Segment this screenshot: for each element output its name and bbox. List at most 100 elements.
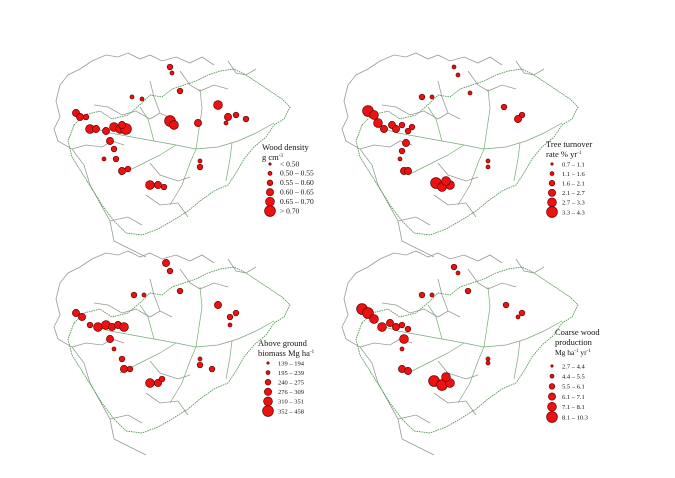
- plot-site-marker: [223, 120, 229, 126]
- plot-site-marker: [176, 87, 184, 95]
- plot-site-marker: [126, 365, 134, 373]
- plot-site-marker: [429, 94, 435, 100]
- legend-symbol: [266, 179, 274, 186]
- plot-site-marker: [196, 361, 204, 369]
- plot-site-marker: [402, 139, 410, 147]
- plot-site-marker: [106, 137, 114, 145]
- legend-class-label: > 0.70: [280, 206, 299, 215]
- plot-site-marker: [441, 372, 451, 382]
- plot-site-marker: [129, 94, 135, 100]
- plot-site-marker: [110, 145, 118, 153]
- legend-class-label: 7.1 – 8.1: [562, 404, 585, 411]
- plot-site-marker: [485, 164, 491, 170]
- legend-title-line1: Wood density: [262, 142, 310, 152]
- plot-site-marker: [500, 103, 508, 111]
- plot-site-marker: [76, 113, 84, 121]
- plot-site-marker: [227, 322, 233, 328]
- plot-site-marker: [111, 346, 117, 352]
- plot-site-marker: [106, 335, 114, 343]
- plot-site-marker: [82, 113, 90, 121]
- legend-class-label: 8.1 – 10.3: [562, 414, 588, 421]
- legend-symbol: [549, 373, 555, 379]
- plot-site-marker: [441, 176, 451, 186]
- plot-site-marker: [214, 301, 222, 309]
- plot-site-marker: [118, 355, 126, 363]
- amazon-basemap: [53, 250, 291, 456]
- legend-symbol: [266, 361, 270, 365]
- legend-symbol: [267, 171, 273, 176]
- legend-class-label: 0.60 – 0.65: [280, 188, 314, 197]
- plot-site-marker: [450, 263, 458, 271]
- plot-site-marker: [93, 322, 103, 332]
- legend-class-label: 310 – 351: [278, 399, 304, 406]
- plot-site-marker: [404, 167, 412, 175]
- plot-site-marker: [397, 156, 403, 162]
- legend-symbol: [548, 383, 556, 390]
- legend-class-label: 1.6 – 2.1: [562, 181, 585, 188]
- legend-title-line2: biomass Mg ha-1: [258, 348, 315, 358]
- map-panel-wood-density: [53, 52, 291, 258]
- legend-symbol: [550, 162, 554, 166]
- plot-site-marker: [72, 309, 80, 317]
- legend-wood-density: Wood density g cm-3 < 0.500.50 – 0.550.5…: [262, 142, 314, 217]
- plot-site-marker: [196, 163, 204, 171]
- plot-site-marker: [467, 90, 473, 96]
- plot-site-marker: [141, 292, 147, 298]
- plot-site-marker: [130, 291, 138, 299]
- legend-class-label: 2.1 – 2.7: [562, 190, 586, 197]
- legend-symbol: [266, 188, 274, 197]
- legend-class-label: 195 – 239: [278, 370, 304, 377]
- plot-site-marker: [404, 127, 412, 135]
- plot-site-marker: [166, 267, 174, 275]
- legend-title-line2: g cm-3: [262, 152, 283, 162]
- amazon-basemap: [341, 52, 579, 258]
- plot-site-marker: [485, 356, 491, 362]
- site-markers: [362, 64, 526, 192]
- plot-site-marker: [518, 309, 526, 317]
- legend-symbol: [265, 196, 275, 207]
- plot-site-marker: [399, 334, 409, 344]
- plot-site-marker: [398, 121, 406, 129]
- legend-class-label: 3.3 – 4.3: [562, 209, 585, 216]
- legend-symbol: [547, 197, 557, 208]
- plot-site-marker: [194, 119, 202, 127]
- legend-class-label: 352 – 458: [278, 408, 304, 415]
- plot-site-marker: [392, 323, 400, 331]
- site-markers: [356, 263, 526, 391]
- legend-symbol: [548, 188, 556, 197]
- plot-site-marker: [380, 125, 388, 133]
- legend-title-line1: Tree turnover: [546, 139, 592, 149]
- legend-symbol: [549, 171, 555, 176]
- plot-site-marker: [399, 346, 405, 352]
- plot-site-marker: [485, 158, 491, 164]
- amazon-basemap: [341, 250, 579, 456]
- plot-site-marker: [386, 319, 394, 327]
- amazon-basemap: [53, 52, 291, 258]
- plot-site-marker: [169, 70, 175, 76]
- plot-site-marker: [369, 314, 379, 324]
- plot-site-marker: [176, 287, 184, 295]
- legend-title-line1: Above ground: [258, 338, 308, 348]
- plot-site-marker: [166, 63, 174, 71]
- plot-site-marker: [120, 365, 128, 373]
- plot-site-marker: [418, 291, 426, 299]
- plot-site-marker: [145, 180, 155, 190]
- legend-class-label: 0.50 – 0.55: [280, 169, 314, 178]
- legend-class-label: 2.7 – 3.3: [562, 200, 585, 207]
- plot-site-marker: [455, 72, 461, 78]
- plot-site-marker: [398, 147, 406, 155]
- plot-site-marker: [78, 313, 86, 321]
- plot-site-marker: [160, 183, 168, 191]
- plot-site-marker: [86, 321, 94, 329]
- legend-class-label: < 0.50: [280, 159, 299, 168]
- legend-class-label: 6.1 – 7.1: [562, 394, 585, 401]
- legend-class-label: 0.55 – 0.60: [280, 178, 314, 187]
- plot-site-marker: [404, 367, 412, 375]
- legend-class-label: 1.1 – 1.6: [562, 171, 586, 178]
- plot-site-marker: [232, 309, 240, 317]
- legend-class-label: 5.5 – 6.1: [562, 384, 585, 391]
- legend-coarse-wood-production: Coarse wood production Mg ha-1 yr-1 2.7 …: [546, 327, 600, 423]
- plot-site-marker: [118, 121, 126, 129]
- map-panel-coarse-wood-production: [341, 250, 579, 456]
